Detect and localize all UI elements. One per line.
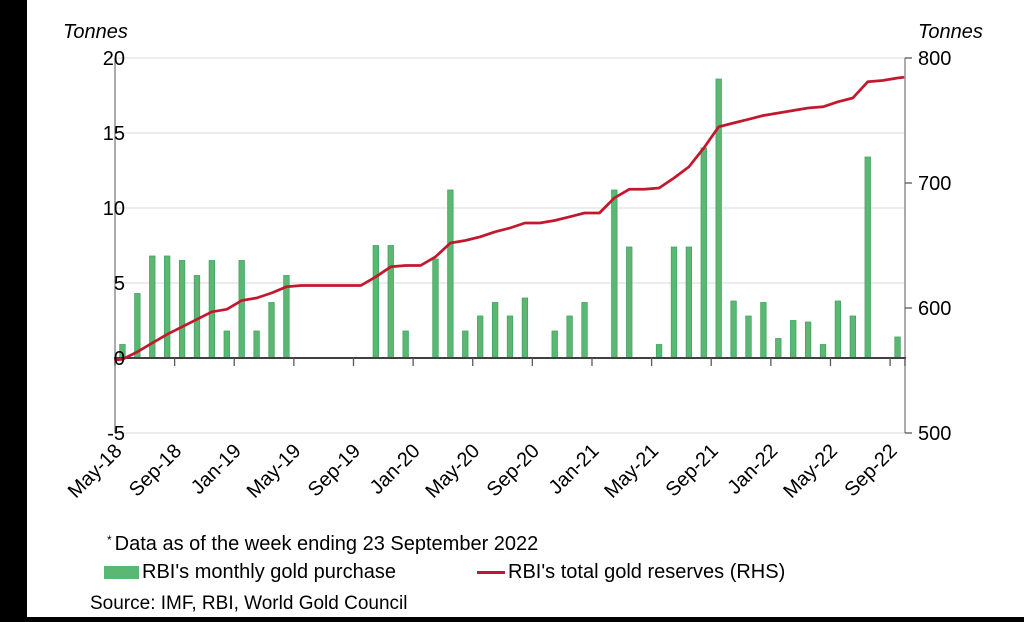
right-tick-800: 800 bbox=[918, 48, 951, 70]
x-tick-label: Jan-20 bbox=[366, 440, 425, 499]
purchase-bar bbox=[581, 302, 588, 359]
purchase-bar bbox=[372, 245, 380, 359]
purchase-bar bbox=[268, 302, 275, 359]
purchase-bar bbox=[164, 255, 171, 359]
x-tick-label: May-21 bbox=[600, 440, 663, 503]
purchase-bar bbox=[700, 147, 707, 359]
x-tick-label: May-22 bbox=[779, 440, 842, 503]
legend-item-purchases: RBI's monthly gold purchase bbox=[104, 561, 396, 584]
purchase-bar bbox=[894, 336, 901, 359]
purchase-bar bbox=[790, 320, 797, 359]
purchase-bar bbox=[253, 330, 260, 359]
purchase-bar bbox=[387, 245, 394, 359]
purchase-bar bbox=[655, 344, 663, 359]
purchase-bar bbox=[611, 189, 618, 359]
left-axis-title: Tonnes bbox=[63, 21, 128, 43]
purchase-bar bbox=[208, 260, 216, 359]
x-tick-label: Sep-22 bbox=[840, 440, 901, 501]
legend-label-reserves: RBI's total gold reserves (RHS) bbox=[508, 561, 786, 583]
x-tick-label: May-19 bbox=[243, 440, 306, 503]
purchase-bar bbox=[432, 258, 439, 359]
purchase-bar bbox=[402, 330, 409, 359]
purchase-bar bbox=[715, 78, 722, 359]
x-tick-label: Jan-19 bbox=[187, 440, 246, 499]
purchase-bar bbox=[670, 246, 678, 359]
x-tick-label: Jan-21 bbox=[545, 440, 604, 499]
purchase-bar bbox=[864, 156, 871, 359]
purchase-bar bbox=[521, 297, 529, 359]
footnote: * Data as of the week ending 23 September… bbox=[107, 533, 538, 556]
purchase-bar bbox=[760, 302, 767, 359]
left-tick-20: 20 bbox=[103, 48, 125, 70]
footnote-marker: * bbox=[107, 533, 112, 547]
left-tick-5: 5 bbox=[114, 273, 125, 295]
purchase-bar bbox=[804, 321, 812, 359]
x-tick-label: Sep-20 bbox=[483, 440, 544, 501]
x-tick-label: Sep-21 bbox=[662, 440, 723, 501]
purchase-bar bbox=[730, 300, 737, 359]
left-tick-neg5: -5 bbox=[107, 423, 125, 445]
left-tick-10: 10 bbox=[103, 198, 125, 220]
left-tick-0: 0 bbox=[114, 348, 125, 370]
footnote-text: Data as of the week ending 23 September … bbox=[114, 533, 539, 555]
purchase-bar bbox=[238, 260, 245, 359]
purchase-bar bbox=[551, 330, 558, 359]
legend-item-reserves: RBI's total gold reserves (RHS) bbox=[477, 561, 785, 584]
purchase-bar bbox=[745, 315, 752, 359]
purchase-bar bbox=[834, 300, 842, 359]
purchase-bar bbox=[819, 344, 827, 359]
purchase-bar bbox=[506, 315, 514, 359]
x-tick-label: May-20 bbox=[422, 440, 485, 503]
purchase-bar bbox=[462, 330, 469, 359]
chart-canvas: May-18 Sep-18 Jan-19 May-19 Sep-19 Jan-20 May-… bbox=[27, 0, 1024, 617]
purchase-bar bbox=[626, 246, 633, 359]
x-tick-label: Jan-22 bbox=[724, 440, 783, 499]
right-tick-500: 500 bbox=[918, 423, 951, 445]
x-tick-label: Sep-19 bbox=[304, 440, 365, 501]
purchase-bar bbox=[447, 189, 454, 359]
purchase-bar bbox=[775, 338, 782, 359]
purchase-bar bbox=[491, 302, 499, 359]
right-axis-title: Tonnes bbox=[918, 21, 983, 43]
line-series-swatch bbox=[477, 571, 505, 574]
bar-series-swatch bbox=[104, 566, 139, 579]
purchase-bar bbox=[849, 315, 856, 359]
purchase-bar bbox=[223, 330, 230, 359]
purchase-bar bbox=[178, 260, 186, 359]
x-tick-label: Sep-18 bbox=[125, 440, 186, 501]
right-tick-600: 600 bbox=[918, 298, 951, 320]
legend-label-purchases: RBI's monthly gold purchase bbox=[142, 561, 396, 583]
purchase-bar bbox=[685, 246, 693, 359]
chart-legend: RBI's monthly gold purchase RBI's total … bbox=[27, 561, 1024, 585]
x-tick-label: May-18 bbox=[64, 440, 127, 503]
purchase-bar bbox=[193, 275, 201, 359]
source-line: Source: IMF, RBI, World Gold Council bbox=[90, 593, 408, 614]
purchase-bar bbox=[566, 315, 573, 359]
right-tick-700: 700 bbox=[918, 173, 951, 195]
left-tick-15: 15 bbox=[103, 123, 125, 145]
reserves-line bbox=[114, 76, 905, 362]
purchase-bar bbox=[134, 293, 141, 359]
purchase-bar bbox=[477, 315, 484, 359]
